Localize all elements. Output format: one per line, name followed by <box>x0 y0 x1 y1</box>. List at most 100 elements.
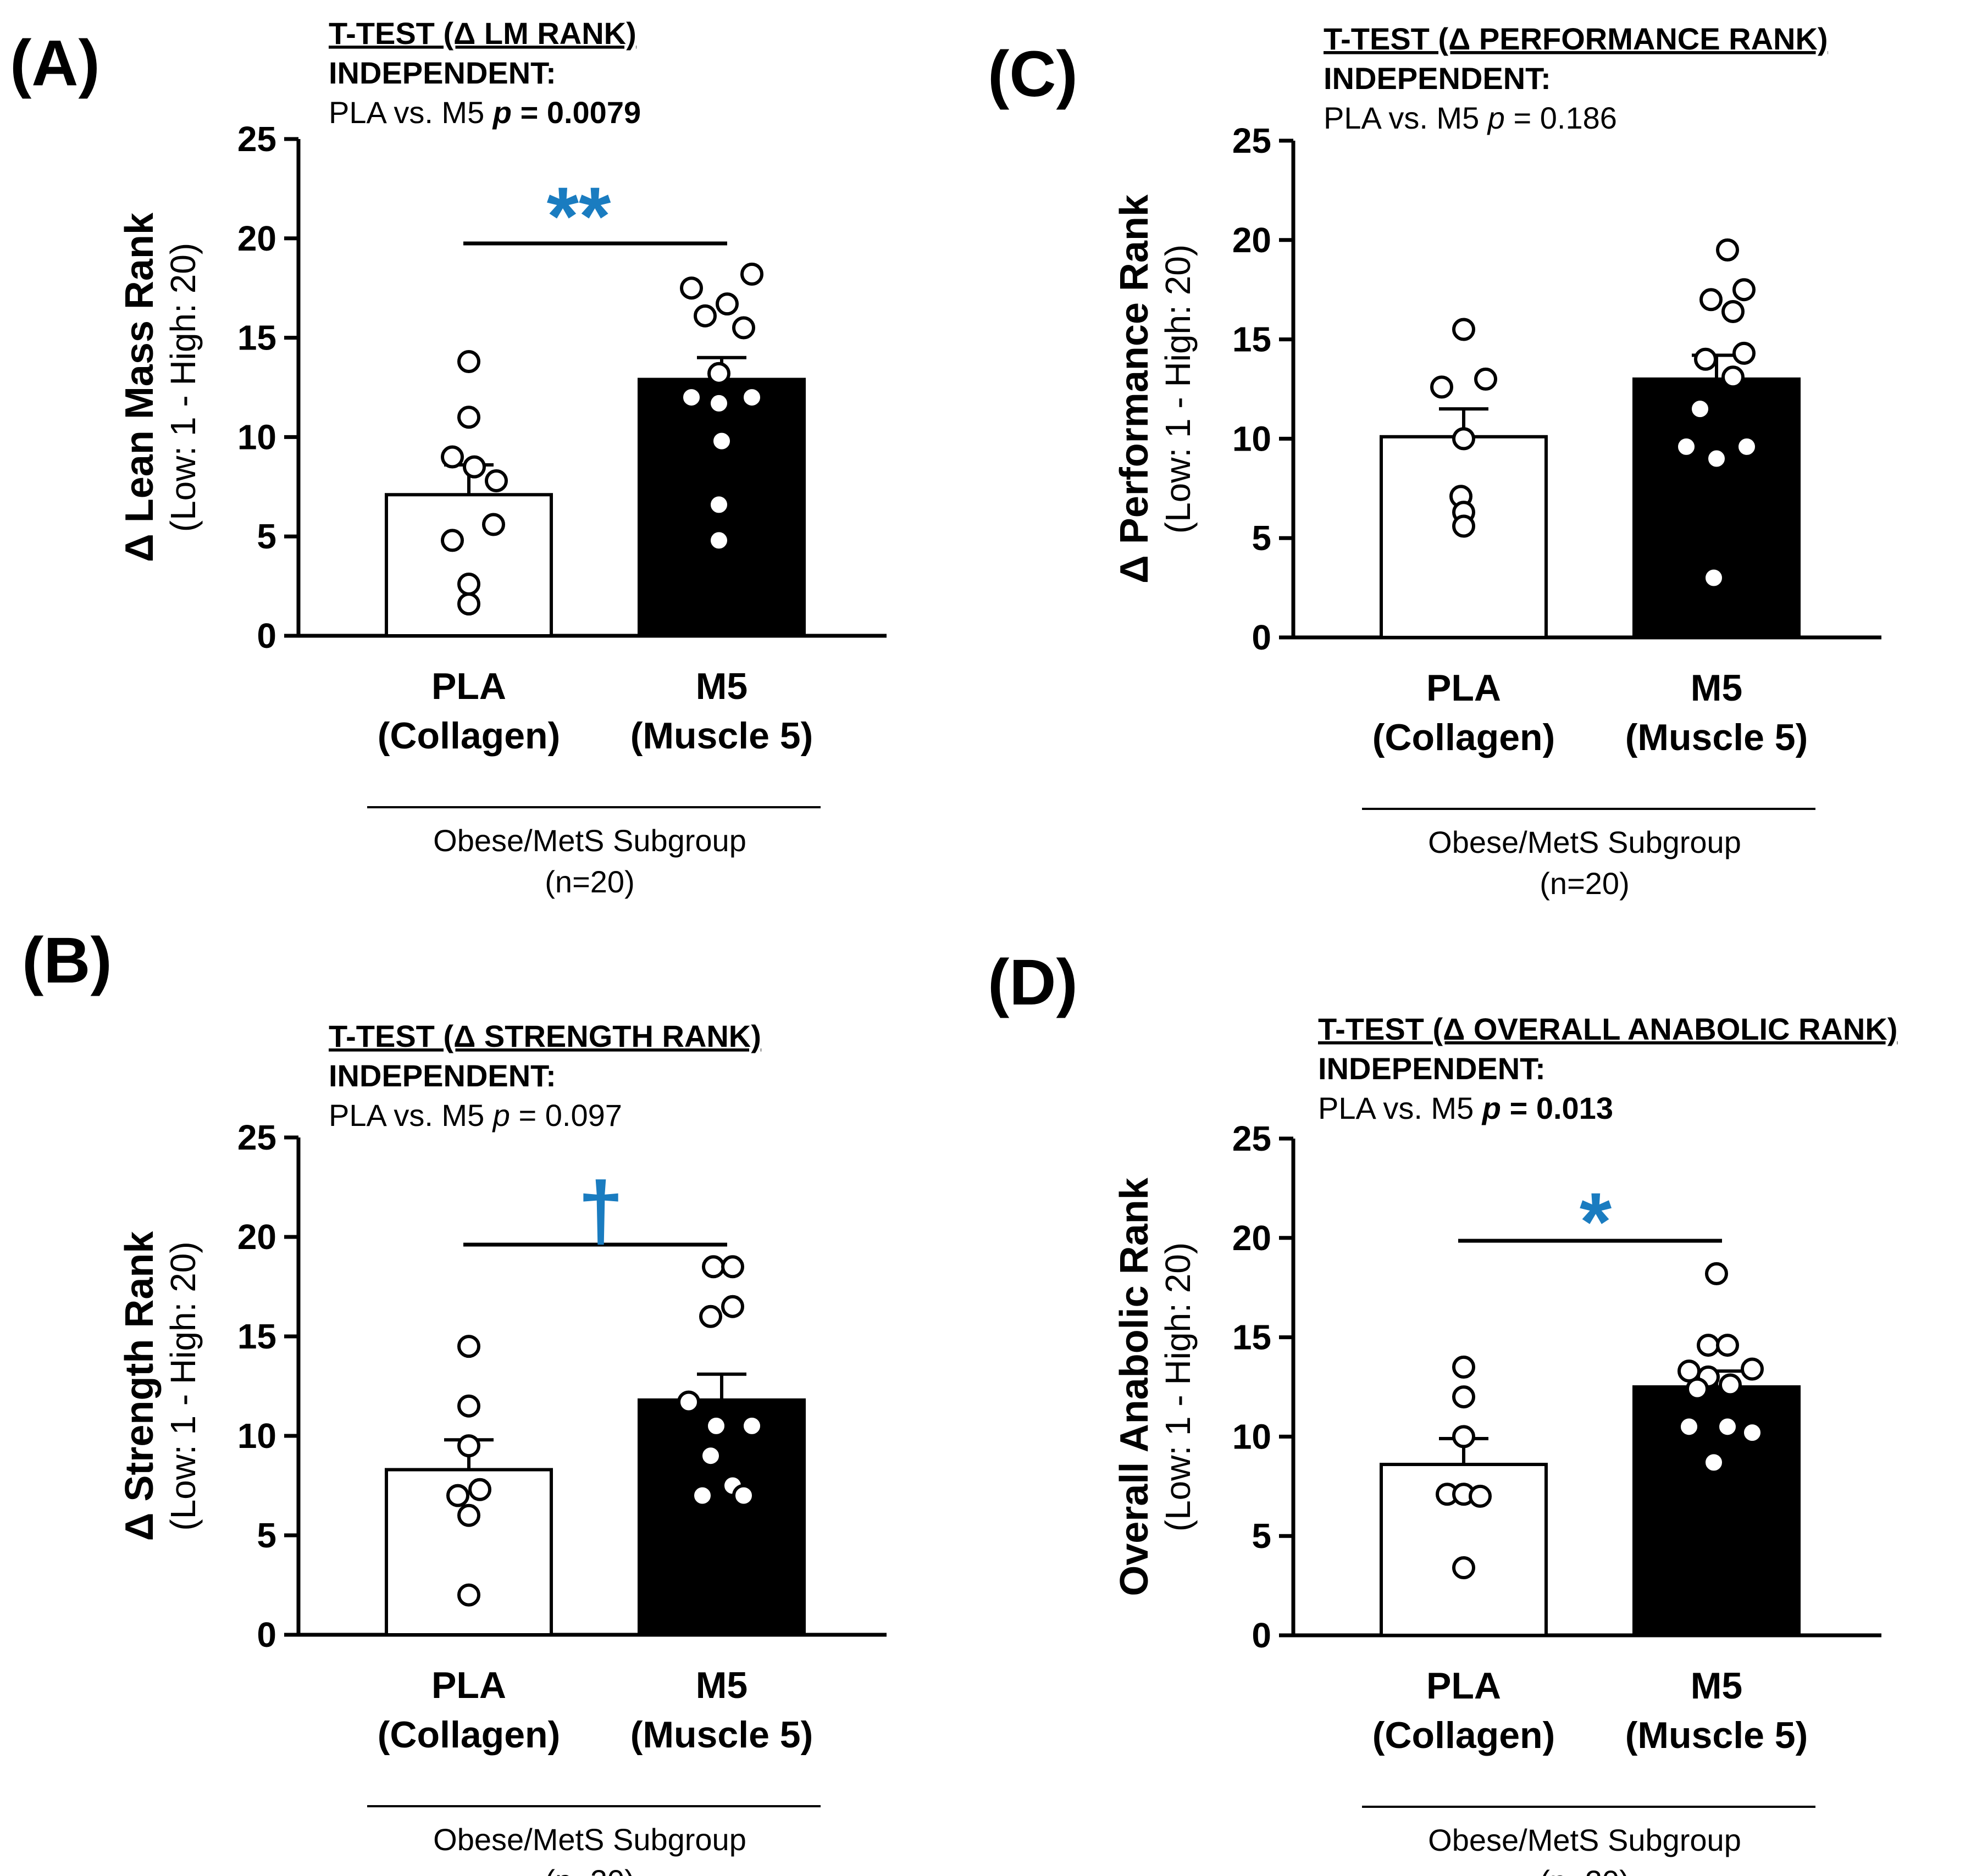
y-tick-label: 15 <box>237 1317 276 1356</box>
data-point <box>1688 397 1712 421</box>
data-point <box>716 292 739 316</box>
comparison-line: PLA vs. M5 p = 0.0079 <box>329 95 641 130</box>
y-axis-subtitle: (Low: 1 - High: 20) <box>1158 1242 1198 1531</box>
data-point <box>1721 299 1745 323</box>
significance-marker: † <box>578 1164 623 1257</box>
data-point <box>707 493 730 517</box>
data-point <box>1702 566 1725 590</box>
y-tick-label: 25 <box>237 1118 276 1157</box>
y-tick-label: 5 <box>1252 518 1271 558</box>
y-axis-subtitle: (Low: 1 - High: 20) <box>163 1241 203 1530</box>
data-point <box>691 1484 714 1507</box>
panel-label: (A) <box>10 27 100 99</box>
panel-label: (D) <box>988 946 1078 1019</box>
data-point <box>1732 341 1756 365</box>
subgroup-label: Obese/MetS Subgroup <box>433 1822 746 1857</box>
data-point <box>740 1414 763 1437</box>
x-category-label: M5 <box>696 665 748 707</box>
data-point <box>1694 347 1717 371</box>
y-tick-label: 10 <box>1232 1417 1271 1456</box>
data-point <box>1705 447 1728 470</box>
comparison-line: PLA vs. M5 p = 0.097 <box>329 1098 622 1133</box>
x-category-label: M5 <box>1691 667 1742 709</box>
comparison-groups: PLA vs. M5 <box>1324 101 1488 135</box>
data-point <box>1741 1421 1764 1445</box>
test-type: INDEPENDENT: <box>1318 1051 1546 1086</box>
data-point <box>457 1583 480 1607</box>
comparison-groups: PLA vs. M5 <box>329 1098 493 1133</box>
data-point <box>707 391 730 415</box>
data-point <box>680 386 703 409</box>
p-symbol: p <box>1487 101 1505 135</box>
y-axis-title: Δ Performance Rank <box>1112 194 1156 584</box>
data-point <box>740 262 763 286</box>
data-point <box>1719 1373 1742 1397</box>
data-point <box>732 316 755 340</box>
data-point <box>680 276 703 300</box>
y-tick-label: 20 <box>237 1217 276 1257</box>
y-tick-label: 5 <box>257 1516 276 1555</box>
data-point <box>1452 427 1475 451</box>
p-value: = 0.013 <box>1501 1091 1613 1125</box>
data-point <box>485 469 508 492</box>
x-category-sublabel: (Collagen) <box>1372 1714 1555 1756</box>
x-category-sublabel: (Collagen) <box>378 715 560 757</box>
p-value: = 0.0079 <box>512 95 641 130</box>
comparison-groups: PLA vs. M5 <box>329 95 493 130</box>
panel-a: (A) T-TEST (Δ LM RANK) INDEPENDENT: PLA vs.… <box>10 16 887 899</box>
y-axis-subtitle: (Low: 1 - High: 20) <box>163 243 203 532</box>
subgroup-n: (n=20) <box>545 864 634 899</box>
subgroup-n: (n=20) <box>1540 1864 1629 1876</box>
data-point <box>1699 288 1723 312</box>
test-title: T-TEST (Δ LM RANK) <box>329 16 636 51</box>
panel-label: (C) <box>988 38 1078 110</box>
data-point <box>707 529 730 552</box>
y-tick-label: 20 <box>237 219 276 258</box>
y-tick-label: 15 <box>237 318 276 358</box>
data-point <box>1721 365 1745 389</box>
comparison-line: PLA vs. M5 p = 0.013 <box>1318 1091 1613 1125</box>
data-point <box>1430 375 1453 399</box>
y-tick-label: 5 <box>1252 1516 1271 1556</box>
p-symbol: p <box>1481 1091 1501 1125</box>
y-axis-title: Δ Lean Mass Rank <box>118 212 162 562</box>
y-tick-label: 10 <box>237 1416 276 1456</box>
y-axis-subtitle: (Low: 1 - High: 20) <box>1158 245 1198 534</box>
data-point <box>463 455 486 479</box>
data-point <box>1735 435 1758 458</box>
data-point <box>705 1414 728 1437</box>
y-tick-label: 20 <box>1232 1218 1271 1258</box>
data-point <box>732 1484 755 1507</box>
significance-marker: * <box>1580 1175 1612 1268</box>
data-point <box>1716 1334 1739 1357</box>
data-point <box>702 1255 725 1279</box>
data-point <box>1452 1556 1475 1580</box>
data-point <box>457 406 480 429</box>
data-point <box>710 429 733 453</box>
data-point <box>1686 1377 1709 1401</box>
y-axis-title: Overall Anabolic Rank <box>1112 1177 1156 1596</box>
y-tick-label: 10 <box>237 417 276 457</box>
data-point <box>1452 318 1475 341</box>
subgroup-n: (n=20) <box>1540 866 1629 901</box>
y-tick-label: 25 <box>1232 1119 1271 1158</box>
y-tick-label: 25 <box>237 119 276 159</box>
p-value: = 0.097 <box>510 1098 622 1133</box>
x-category-sublabel: (Muscle 5) <box>1625 717 1808 758</box>
data-point <box>740 386 763 409</box>
panel-b: (B) T-TEST (Δ STRENGTH RANK) INDEPENDENT: P… <box>22 924 887 1876</box>
y-tick-label: 5 <box>257 517 276 556</box>
x-category-label: M5 <box>1691 1665 1742 1707</box>
comparison-line: PLA vs. M5 p = 0.186 <box>1324 101 1617 135</box>
data-point <box>1469 1484 1492 1508</box>
test-title: T-TEST (Δ PERFORMANCE RANK) <box>1324 21 1828 56</box>
data-point <box>446 1484 469 1507</box>
x-category-label: PLA <box>431 665 506 707</box>
data-point <box>1716 1415 1739 1439</box>
data-point <box>457 572 480 596</box>
data-point <box>457 1503 480 1527</box>
data-point <box>1452 1355 1475 1379</box>
subgroup-label: Obese/MetS Subgroup <box>1428 1823 1741 1857</box>
data-point <box>457 1434 480 1458</box>
